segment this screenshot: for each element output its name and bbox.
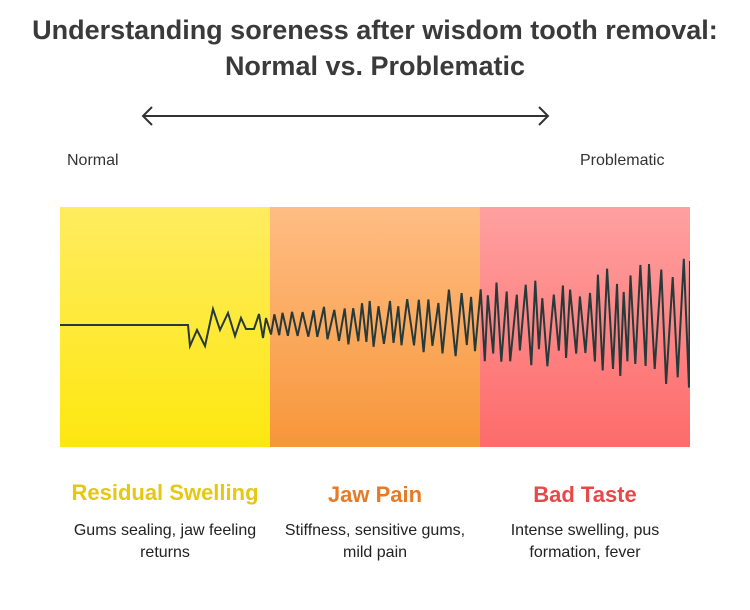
double-arrow-icon <box>141 106 550 126</box>
stage-heading: Bad Taste <box>533 482 637 507</box>
stage-jaw-pain: Jaw Pain Stiffness, sensitive gums, mild… <box>270 480 480 564</box>
stage-bad-taste: Bad Taste Intense swelling, pus formatio… <box>480 480 690 564</box>
stage-heading: Jaw Pain <box>327 482 423 507</box>
band-problematic <box>480 207 690 447</box>
stage-description: Stiffness, sensitive gums, mild pain <box>284 522 466 561</box>
stage-description: Gums sealing, jaw feeling returns <box>73 522 257 561</box>
stage-heading: Residual Swelling <box>71 480 259 505</box>
band-normal <box>60 207 270 447</box>
normal-label: Normal <box>67 152 119 169</box>
stage-description: Intense swelling, pus formation, fever <box>510 522 660 561</box>
waveform-line <box>60 258 690 388</box>
page-title: Understanding soreness after wisdom toot… <box>32 15 718 81</box>
stage-residual-swelling: Residual Swelling Gums sealing, jaw feel… <box>60 478 270 564</box>
problematic-label: Problematic <box>580 152 665 169</box>
pain-waveform <box>60 258 690 388</box>
